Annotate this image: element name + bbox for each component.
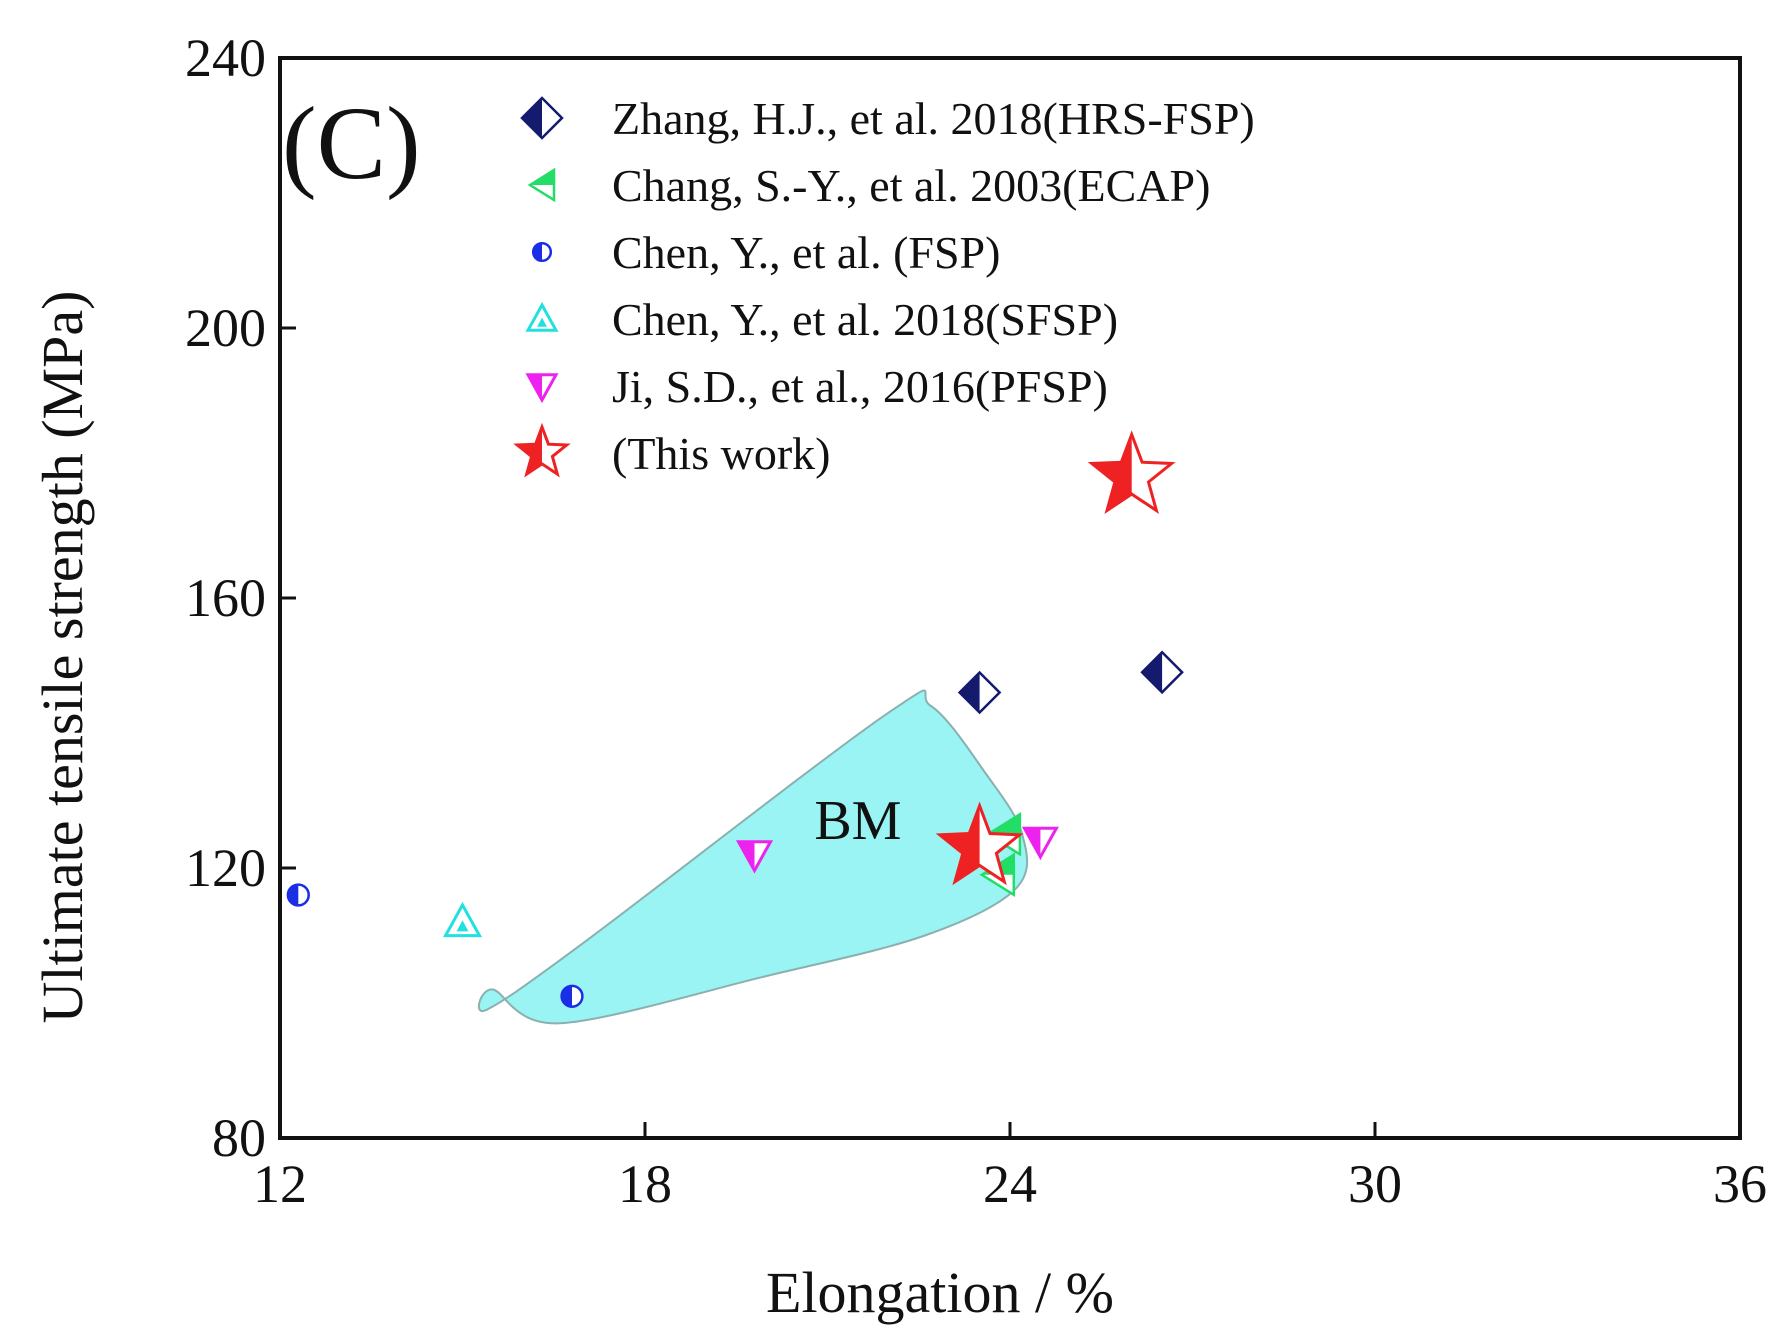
point-s0-p1 [1140,650,1184,695]
y-tick-label-3: 200 [185,298,266,358]
point-s2-p1 [560,984,584,1008]
legend-label-3: Chen, Y., et al. 2018(SFSP) [612,294,1118,345]
x-tick-label-1: 18 [618,1154,672,1214]
point-s0-p0 [957,670,1002,715]
legend: Zhang, H.J., et al. 2018(HRS-FSP) Chang, … [513,93,1255,479]
y-tick-label-0: 80 [212,1108,266,1168]
legend-marker-0 [520,96,564,140]
x-tick-label-3: 30 [1348,1154,1402,1214]
legend-marker-5 [513,422,571,478]
legend-label-0: Zhang, H.J., et al. 2018(HRS-FSP) [612,93,1255,144]
data-points [286,430,1184,1008]
legend-label-5: (This work) [612,428,830,479]
point-s5-p1 [935,801,1024,886]
legend-marker-4 [525,373,559,404]
x-tick-label-4: 36 [1713,1154,1767,1214]
y-axis-title: Ultimate tensile strength (MPa) [30,291,95,1024]
legend-marker-3 [525,301,559,332]
point-s4-p1 [1021,826,1059,861]
region-label-0: BM [814,790,901,852]
y-tick-label-4: 240 [185,28,266,88]
axes: 12 18 24 30 36 80 120 160 200 240 [185,28,1767,1214]
point-s3-p0 [442,901,483,938]
legend-marker-2 [531,241,553,263]
x-tick-label-0: 12 [253,1154,307,1214]
point-s5-p0 [1087,430,1176,514]
y-tick-label-1: 120 [185,838,266,898]
legend-label-2: Chen, Y., et al. (FSP) [612,227,1000,278]
point-s2-p0 [286,883,310,907]
y-tick-label-2: 160 [185,568,266,628]
legend-label-4: Ji, S.D., et al., 2016(PFSP) [612,361,1108,412]
x-axis-title: Elongation / % [766,1260,1114,1325]
point-s4-p0 [735,840,774,874]
x-tick-label-2: 24 [983,1154,1037,1214]
panel-label: (C) [282,86,421,201]
legend-marker-1 [527,167,556,203]
plot-frame [278,56,1742,1140]
legend-label-1: Chang, S.-Y., et al. 2003(ECAP) [612,160,1210,211]
